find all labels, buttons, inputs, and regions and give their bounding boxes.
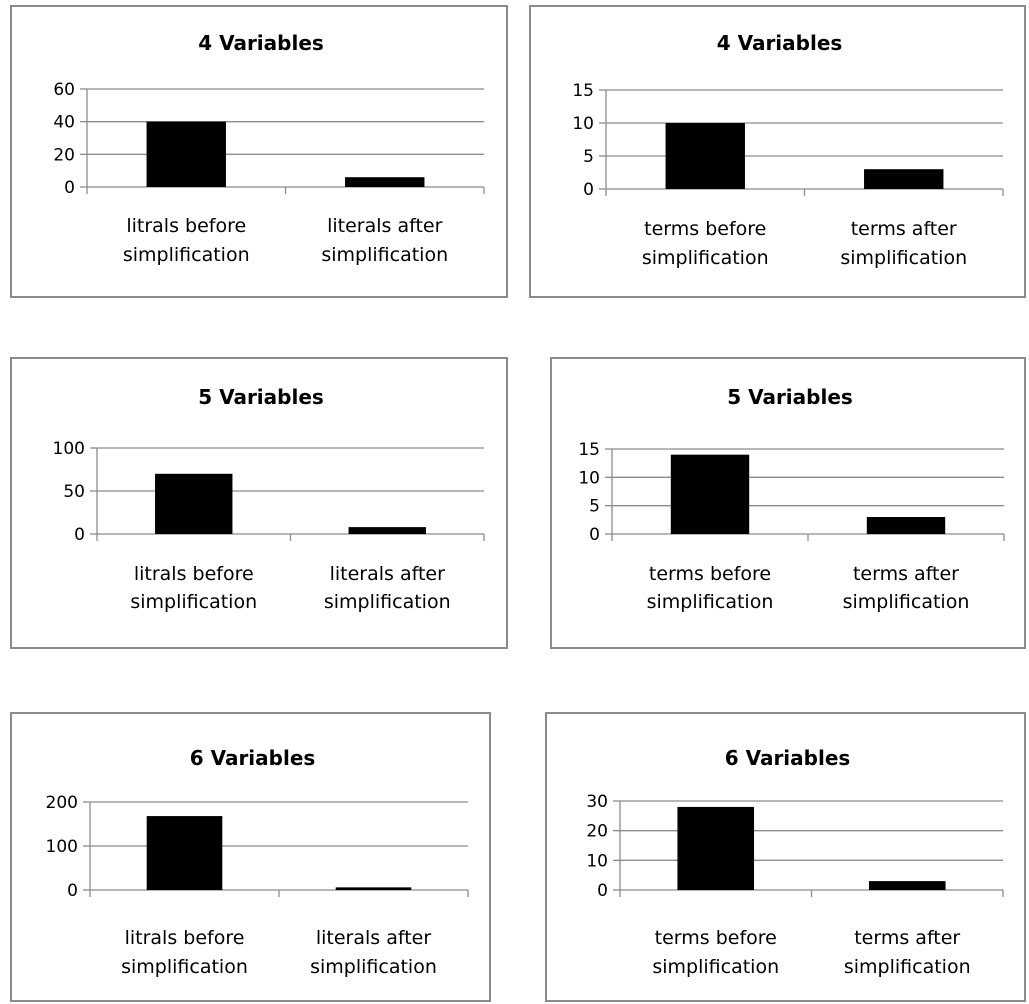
bar-chart-svg: 4 Variables 0 20 40 60 litrals before simplifi…: [53, 31, 485, 266]
bar: [348, 527, 426, 534]
bar: [345, 177, 425, 187]
y-tick-label: 10: [578, 468, 600, 488]
y-tick-label: 40: [53, 113, 75, 133]
y-tick-label: 20: [586, 822, 608, 842]
y-tick-label: 0: [64, 178, 75, 198]
x-category-label: terms before: [644, 218, 766, 240]
x-category-label: simplification: [652, 956, 779, 978]
chart-panel-5-variables-terms: 5 Variables 0 5 10 15 terms before simplificat…: [550, 357, 1026, 649]
x-category-label: litrals before: [126, 215, 246, 237]
x-category-label: simplification: [324, 591, 451, 613]
y-tick-label: 200: [46, 793, 78, 813]
chart-panel-6-variables-terms: 6 Variables 0 10 20 30 terms before simplifica…: [545, 712, 1026, 1002]
y-tick-label: 0: [74, 525, 85, 545]
bar: [677, 806, 755, 890]
y-tick-label: 10: [586, 851, 608, 871]
x-category-label: simplification: [121, 956, 248, 978]
bar: [868, 881, 946, 890]
y-tick-label: 5: [583, 147, 594, 167]
bar-chart-svg: 6 Variables 0 100 200 litrals before simplifi…: [46, 746, 469, 978]
y-tick-label: 0: [67, 881, 78, 901]
chart-title: 4 Variables: [198, 31, 324, 55]
bar: [146, 121, 226, 187]
y-tick-label: 100: [53, 439, 85, 459]
y-tick-label: 0: [597, 881, 608, 901]
bar: [665, 123, 745, 189]
chart-panel-4-variables-terms: 4 Variables 0 5 10 15 terms before simplificat…: [529, 5, 1026, 298]
x-category-label: terms before: [649, 563, 771, 585]
x-category-label: simplification: [843, 591, 970, 613]
x-category-label: literals after: [316, 927, 432, 949]
bar-chart-svg: 6 Variables 0 10 20 30 terms before simplifica…: [586, 746, 1004, 978]
x-category-label: simplification: [642, 247, 769, 269]
bar: [670, 454, 750, 534]
bar: [866, 517, 946, 534]
x-category-label: literals after: [327, 215, 443, 237]
bar: [146, 816, 223, 890]
x-category-label: litrals before: [125, 927, 245, 949]
chart-panel-6-variables-literals: 6 Variables 0 100 200 litrals before simplifi…: [10, 712, 491, 1002]
y-tick-label: 0: [583, 180, 594, 200]
x-category-label: terms after: [853, 563, 959, 585]
x-category-label: simplification: [321, 244, 448, 266]
bar-chart-svg: 4 Variables 0 5 10 15 terms before simplificat…: [572, 31, 1004, 269]
y-tick-label: 100: [46, 837, 78, 857]
chart-panel-4-variables-literals: 4 Variables 0 20 40 60 litrals before simplifi…: [10, 5, 508, 298]
y-tick-label: 50: [63, 482, 85, 502]
x-category-label: terms before: [655, 927, 777, 949]
bar-chart-svg: 5 Variables 0 5 10 15 terms before simplificat…: [578, 385, 1005, 613]
x-category-label: terms after: [854, 927, 960, 949]
x-category-label: simplification: [844, 956, 971, 978]
y-tick-label: 10: [572, 114, 594, 134]
chart-panel-5-variables-literals: 5 Variables 0 50 100 litrals before simplific…: [10, 357, 508, 649]
x-category-label: simplification: [123, 244, 250, 266]
y-tick-label: 15: [572, 81, 594, 101]
y-tick-label: 5: [589, 497, 600, 517]
bar-chart-svg: 5 Variables 0 50 100 litrals before simplific…: [53, 385, 485, 613]
y-tick-label: 20: [53, 145, 75, 165]
x-category-label: simplification: [130, 591, 257, 613]
x-category-label: simplification: [647, 591, 774, 613]
x-category-label: litrals before: [134, 563, 254, 585]
chart-title: 5 Variables: [198, 385, 324, 409]
y-tick-label: 0: [589, 525, 600, 545]
y-tick-label: 60: [53, 80, 75, 100]
y-tick-label: 15: [578, 440, 600, 460]
bar: [335, 887, 412, 890]
x-category-label: simplification: [840, 247, 967, 269]
x-category-label: terms after: [851, 218, 957, 240]
x-category-label: literals after: [330, 563, 446, 585]
x-category-label: simplification: [310, 956, 437, 978]
chart-title: 6 Variables: [725, 746, 851, 770]
y-tick-label: 30: [586, 792, 608, 812]
bar: [155, 473, 233, 534]
bar: [864, 169, 944, 189]
chart-title: 5 Variables: [727, 385, 853, 409]
chart-title: 4 Variables: [717, 31, 843, 55]
chart-title: 6 Variables: [190, 746, 316, 770]
